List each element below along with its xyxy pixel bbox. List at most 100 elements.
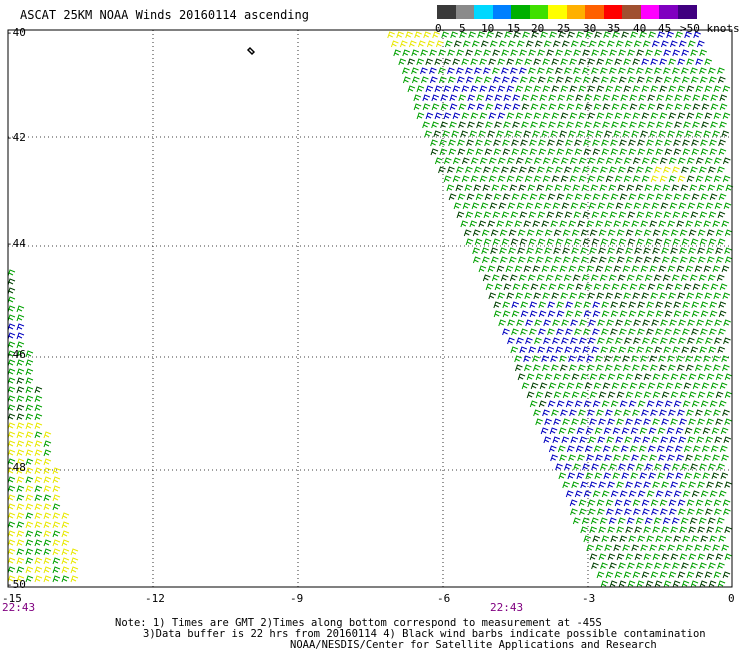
wind-barb bbox=[717, 463, 725, 471]
wind-barb bbox=[521, 94, 530, 102]
wind-barb bbox=[567, 427, 576, 435]
wind-barb bbox=[457, 193, 466, 201]
wind-barb bbox=[558, 472, 567, 480]
wind-barb bbox=[650, 112, 659, 120]
wind-barb bbox=[604, 220, 613, 228]
wind-barb bbox=[715, 418, 723, 426]
wind-barb bbox=[598, 418, 606, 426]
wind-barb bbox=[723, 319, 731, 327]
wind-barb bbox=[672, 76, 681, 84]
wind-barb bbox=[652, 256, 661, 264]
wind-barb bbox=[692, 103, 701, 111]
wind-barb bbox=[661, 391, 670, 399]
wind-barb bbox=[515, 175, 524, 183]
wind-barb bbox=[686, 157, 695, 165]
wind-barb bbox=[448, 193, 457, 201]
wind-barb bbox=[658, 355, 666, 363]
wind-barb bbox=[670, 391, 679, 399]
wind-barb bbox=[560, 112, 569, 120]
wind-barb bbox=[714, 508, 722, 516]
wind-barb bbox=[697, 418, 705, 426]
wind-barb bbox=[703, 130, 711, 138]
wind-barb bbox=[562, 229, 571, 237]
wind-barb bbox=[456, 49, 464, 57]
wind-barb bbox=[593, 283, 602, 291]
wind-barb bbox=[555, 49, 563, 57]
wind-barb bbox=[660, 337, 668, 345]
wind-barb bbox=[641, 112, 650, 120]
wind-barb bbox=[704, 175, 713, 183]
wind-barb bbox=[672, 211, 681, 219]
wind-barb bbox=[703, 220, 712, 228]
wind-barb bbox=[620, 94, 629, 102]
wind-barb bbox=[686, 58, 695, 66]
wind-barb bbox=[25, 458, 34, 466]
wind-barb bbox=[628, 310, 637, 318]
wind-barb bbox=[649, 130, 657, 138]
wind-barb bbox=[661, 229, 670, 237]
wind-barb bbox=[573, 346, 582, 354]
wind-barb bbox=[542, 175, 551, 183]
wind-barb bbox=[600, 166, 608, 174]
wind-barb bbox=[528, 238, 537, 246]
wind-barb bbox=[628, 328, 636, 336]
wind-barb bbox=[647, 94, 656, 102]
wind-barb bbox=[545, 184, 554, 192]
wind-barb bbox=[570, 337, 578, 345]
wind-barb bbox=[452, 58, 461, 66]
wind-barb bbox=[413, 103, 422, 111]
wind-barb bbox=[487, 220, 496, 228]
wind-barb bbox=[547, 310, 556, 318]
wind-barb bbox=[578, 175, 587, 183]
wind-barb bbox=[479, 175, 488, 183]
wind-barb bbox=[16, 368, 25, 376]
wind-barb bbox=[634, 229, 643, 237]
wind-barb bbox=[460, 220, 469, 228]
wind-barb bbox=[7, 485, 16, 493]
wind-barb bbox=[687, 319, 695, 327]
wind-barb bbox=[695, 175, 704, 183]
wind-barb bbox=[488, 112, 497, 120]
legend-label: 5 bbox=[459, 22, 466, 35]
wind-barb bbox=[433, 130, 441, 138]
wind-barb bbox=[52, 548, 61, 556]
wind-barb bbox=[43, 431, 52, 439]
wind-barb bbox=[660, 508, 668, 516]
wind-barb bbox=[472, 229, 481, 237]
wind-barb bbox=[707, 274, 716, 282]
wind-barb bbox=[577, 454, 585, 462]
wind-barb bbox=[506, 157, 515, 165]
wind-barb bbox=[16, 422, 25, 430]
wind-barb bbox=[485, 94, 494, 102]
wind-barb bbox=[544, 418, 552, 426]
wind-barb bbox=[491, 184, 500, 192]
wind-barb bbox=[627, 238, 636, 246]
wind-barb bbox=[583, 535, 592, 543]
wind-barb bbox=[677, 364, 685, 372]
wind-barb bbox=[587, 175, 596, 183]
wind-barb bbox=[592, 139, 600, 147]
wind-barb bbox=[579, 40, 588, 48]
wind-barb bbox=[542, 85, 551, 93]
wind-barb bbox=[579, 508, 587, 516]
wind-barb bbox=[691, 310, 700, 318]
wind-barb bbox=[510, 238, 519, 246]
wind-barb bbox=[553, 418, 561, 426]
wind-barb bbox=[497, 112, 506, 120]
wind-barb bbox=[656, 445, 665, 453]
wind-barb bbox=[505, 220, 514, 228]
wind-barb bbox=[432, 31, 440, 39]
wind-barb bbox=[713, 499, 722, 507]
wind-barb bbox=[667, 355, 675, 363]
wind-barb bbox=[449, 94, 458, 102]
wind-barb bbox=[503, 94, 512, 102]
wind-barb bbox=[724, 553, 733, 561]
wind-barb bbox=[497, 292, 506, 300]
wind-barb bbox=[641, 409, 649, 417]
wind-barb bbox=[425, 112, 434, 120]
wind-barb bbox=[34, 503, 43, 511]
wind-barb bbox=[452, 112, 461, 120]
wind-barb bbox=[715, 526, 723, 534]
wind-barb bbox=[699, 580, 708, 588]
lat-label: -48 bbox=[6, 461, 26, 474]
